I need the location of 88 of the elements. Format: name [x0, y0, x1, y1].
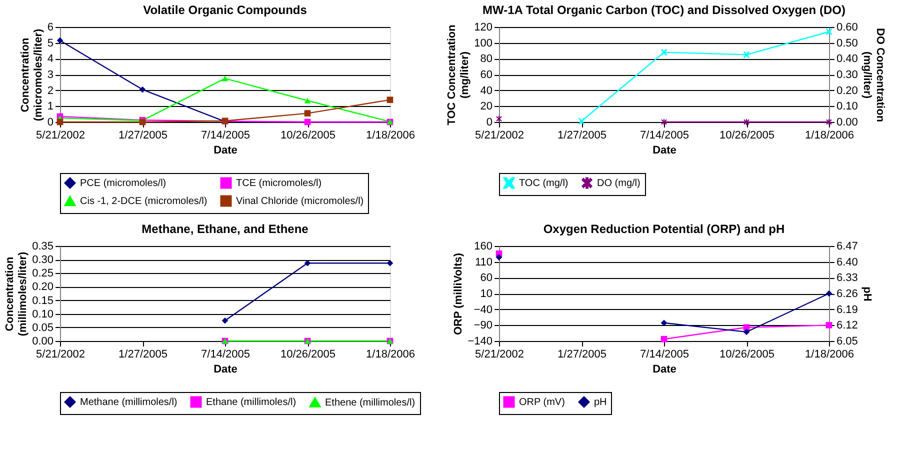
y-tick-label: −140 — [468, 336, 492, 348]
x-tick-label: 1/18/2006 — [805, 348, 854, 360]
x-tick-label: 5/21/2002 — [36, 130, 85, 142]
y-axis-title: ORP (milliVolts) — [452, 252, 465, 336]
y2-tick-label: 0.50 — [836, 37, 858, 50]
y2-tick-label: 6.40 — [836, 256, 858, 268]
y2-tick-label: 0.30 — [836, 69, 858, 81]
y-tick-label: 6 — [47, 22, 54, 34]
x-tick-label: 1/27/2005 — [118, 130, 168, 142]
y-tick-label: 0 — [486, 116, 492, 128]
x-tick-label: 7/14/2005 — [201, 348, 250, 360]
y-tick-label: 120 — [474, 22, 492, 34]
y-tick-label: 0.30 — [32, 254, 54, 266]
y-tick-label: 0 — [47, 116, 54, 128]
y-axis-title: TOC Concentration (mg/liter) — [446, 24, 472, 126]
y-tick-label: 100 — [474, 37, 492, 50]
y2-tick-label: 6.47 — [836, 240, 858, 252]
y-tick-label: −90 — [474, 320, 492, 332]
y2-tick-label: 6.26 — [836, 288, 858, 300]
legend-label: DO (mg/l) — [597, 178, 640, 189]
x-tick-label: 10/26/2005 — [719, 130, 775, 142]
y2-tick-label: 6.05 — [836, 336, 858, 348]
y-tick-label: 0.35 — [32, 240, 54, 252]
x-tick-label: 10/26/2005 — [719, 348, 775, 360]
legend-label: TOC (mg/l) — [519, 178, 568, 189]
y-tick-label: 1 — [47, 100, 54, 113]
y-axis-title: Concentration (millimoles/liter) — [4, 251, 30, 336]
legend-label: Methane (millimoles/l) — [80, 397, 178, 408]
y-tick-label: 5 — [47, 37, 54, 50]
x-tick-label: 5/21/2002 — [475, 348, 524, 360]
x-axis-title: Date — [214, 144, 238, 156]
y-tick-label: 3 — [47, 69, 54, 81]
x-tick-label: 7/14/2005 — [201, 130, 250, 142]
chart-title: Volatile Organic Compounds — [143, 3, 308, 17]
y2-axis-title: pH — [860, 286, 873, 302]
x-tick-label: 5/21/2002 — [475, 130, 524, 142]
y2-tick-label: 0.20 — [836, 84, 858, 97]
y-tick-label: 4 — [47, 53, 54, 66]
y-tick-label: 80 — [480, 53, 492, 66]
y2-tick-label: 0.60 — [836, 22, 858, 34]
y2-tick-label: 6.33 — [836, 272, 858, 284]
x-tick-label: 1/27/2005 — [118, 348, 168, 360]
x-axis-title: Date — [652, 144, 676, 156]
chart-title: MW-1A Total Organic Carbon (TOC) and Dissolved Oxygen (DO) — [482, 3, 846, 17]
y-tick-label: 60 — [480, 69, 492, 81]
x-tick-label: 5/21/2002 — [36, 348, 85, 360]
y2-tick-label: 0.40 — [836, 53, 858, 66]
x-tick-label: 1/27/2005 — [558, 348, 606, 360]
y-tick-label: 2 — [47, 84, 54, 97]
legend-label: Ethene (millimoles/l) — [325, 397, 416, 408]
y-tick-label: 20 — [480, 100, 492, 113]
y-tick-label: 0.05 — [32, 322, 54, 334]
x-tick-label: 7/14/2005 — [640, 130, 689, 142]
x-tick-label: 10/26/2005 — [280, 348, 336, 360]
x-axis-title: Date — [652, 364, 676, 376]
y-tick-label: 10 — [480, 288, 492, 300]
y2-tick-label: 6.19 — [836, 304, 858, 316]
y-tick-label: 0.00 — [32, 336, 54, 348]
y-tick-label: 60 — [480, 272, 492, 284]
y-axis-title: Concentration (micromoles/liter) — [19, 28, 44, 122]
y2-axis-title: DO Concentration (mg/liter) — [860, 28, 886, 122]
x-axis-title: Date — [214, 364, 238, 376]
y2-tick-label: 0.00 — [836, 116, 858, 128]
legend-label: Vinal Chloride (micromoles/l) — [236, 196, 364, 207]
legend-label: TCE (micromoles/l) — [236, 178, 322, 189]
legend-label: Ethane (millimoles/l) — [206, 397, 296, 408]
x-tick-label: 7/14/2005 — [640, 348, 689, 360]
chart-title: Oxygen Reduction Potential (ORP) and pH — [543, 222, 785, 236]
legend-label: pH — [594, 397, 607, 408]
y-tick-label: 0.20 — [32, 281, 54, 294]
y-tick-label: 0.25 — [32, 268, 54, 280]
x-tick-label: 1/18/2006 — [366, 130, 415, 142]
legend-label: PCE (micromoles/l) — [80, 178, 166, 189]
x-tick-label: 10/26/2005 — [280, 130, 336, 142]
y-tick-label: −40 — [474, 304, 492, 316]
y-tick-label: 0.10 — [32, 308, 54, 320]
x-tick-label: 1/27/2005 — [558, 130, 606, 142]
y2-tick-label: 6.12 — [836, 320, 858, 332]
legend-label: Cis -1, 2-DCE (micromoles/l) — [80, 196, 208, 207]
x-tick-label: 1/18/2006 — [805, 130, 854, 142]
legend-label: ORP (mV) — [519, 397, 565, 408]
x-tick-label: 1/18/2006 — [366, 348, 415, 360]
y-tick-label: 40 — [480, 84, 492, 97]
y2-tick-label: 0.10 — [836, 100, 858, 113]
y-tick-label: 110 — [474, 256, 492, 268]
y-tick-label: 160 — [474, 240, 492, 252]
chart-title: Methane, Ethane, and Ethene — [142, 222, 309, 236]
y-tick-label: 0.15 — [32, 294, 54, 307]
